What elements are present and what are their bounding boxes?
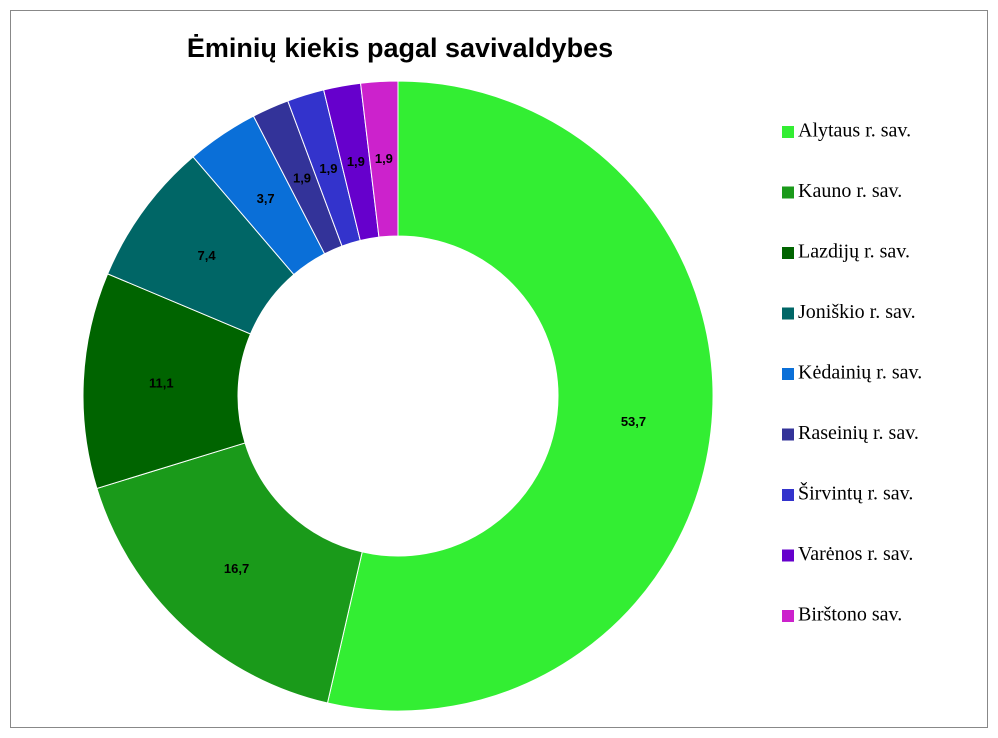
- slice: [360, 80, 399, 238]
- legend-label: Kėdainių r. sav.: [798, 362, 922, 384]
- legend-label: Varėnos r. sav.: [798, 543, 913, 565]
- data-label: 7,4: [197, 248, 216, 263]
- data-label: 11,1: [149, 376, 174, 391]
- legend-label: Raseinių r. sav.: [798, 422, 919, 444]
- data-label: 1,9: [375, 151, 393, 166]
- legend-swatch: [782, 610, 794, 622]
- legend-swatch: [782, 549, 794, 562]
- slice: [96, 442, 363, 704]
- legend-label: Širvintų r. sav.: [798, 481, 913, 505]
- data-label: 1,9: [347, 154, 365, 169]
- legend-label: Lazdijų r. sav.: [798, 241, 910, 263]
- chart-title: Ėminių kiekis pagal savivaldybes: [187, 33, 613, 63]
- legend-swatch: [782, 428, 794, 441]
- data-label: 1,9: [319, 161, 337, 176]
- legend-swatch: [782, 307, 794, 320]
- legend-swatch: [782, 186, 794, 199]
- legend-swatch: [782, 489, 794, 501]
- legend-swatch: [782, 126, 794, 138]
- data-label: 3,7: [257, 191, 275, 206]
- data-label: 16,7: [224, 561, 249, 576]
- legend-label: Birštono sav.: [798, 604, 902, 626]
- data-label: 53,7: [621, 414, 646, 429]
- legend-label: Joniškio r. sav.: [798, 301, 916, 323]
- legend-swatch: [782, 368, 794, 380]
- legend-swatch: [782, 247, 794, 259]
- legend-label: Kauno r. sav.: [798, 180, 902, 202]
- data-label: 1,9: [293, 171, 311, 186]
- legend-label: Alytaus r. sav.: [798, 120, 911, 142]
- slice: [326, 80, 714, 712]
